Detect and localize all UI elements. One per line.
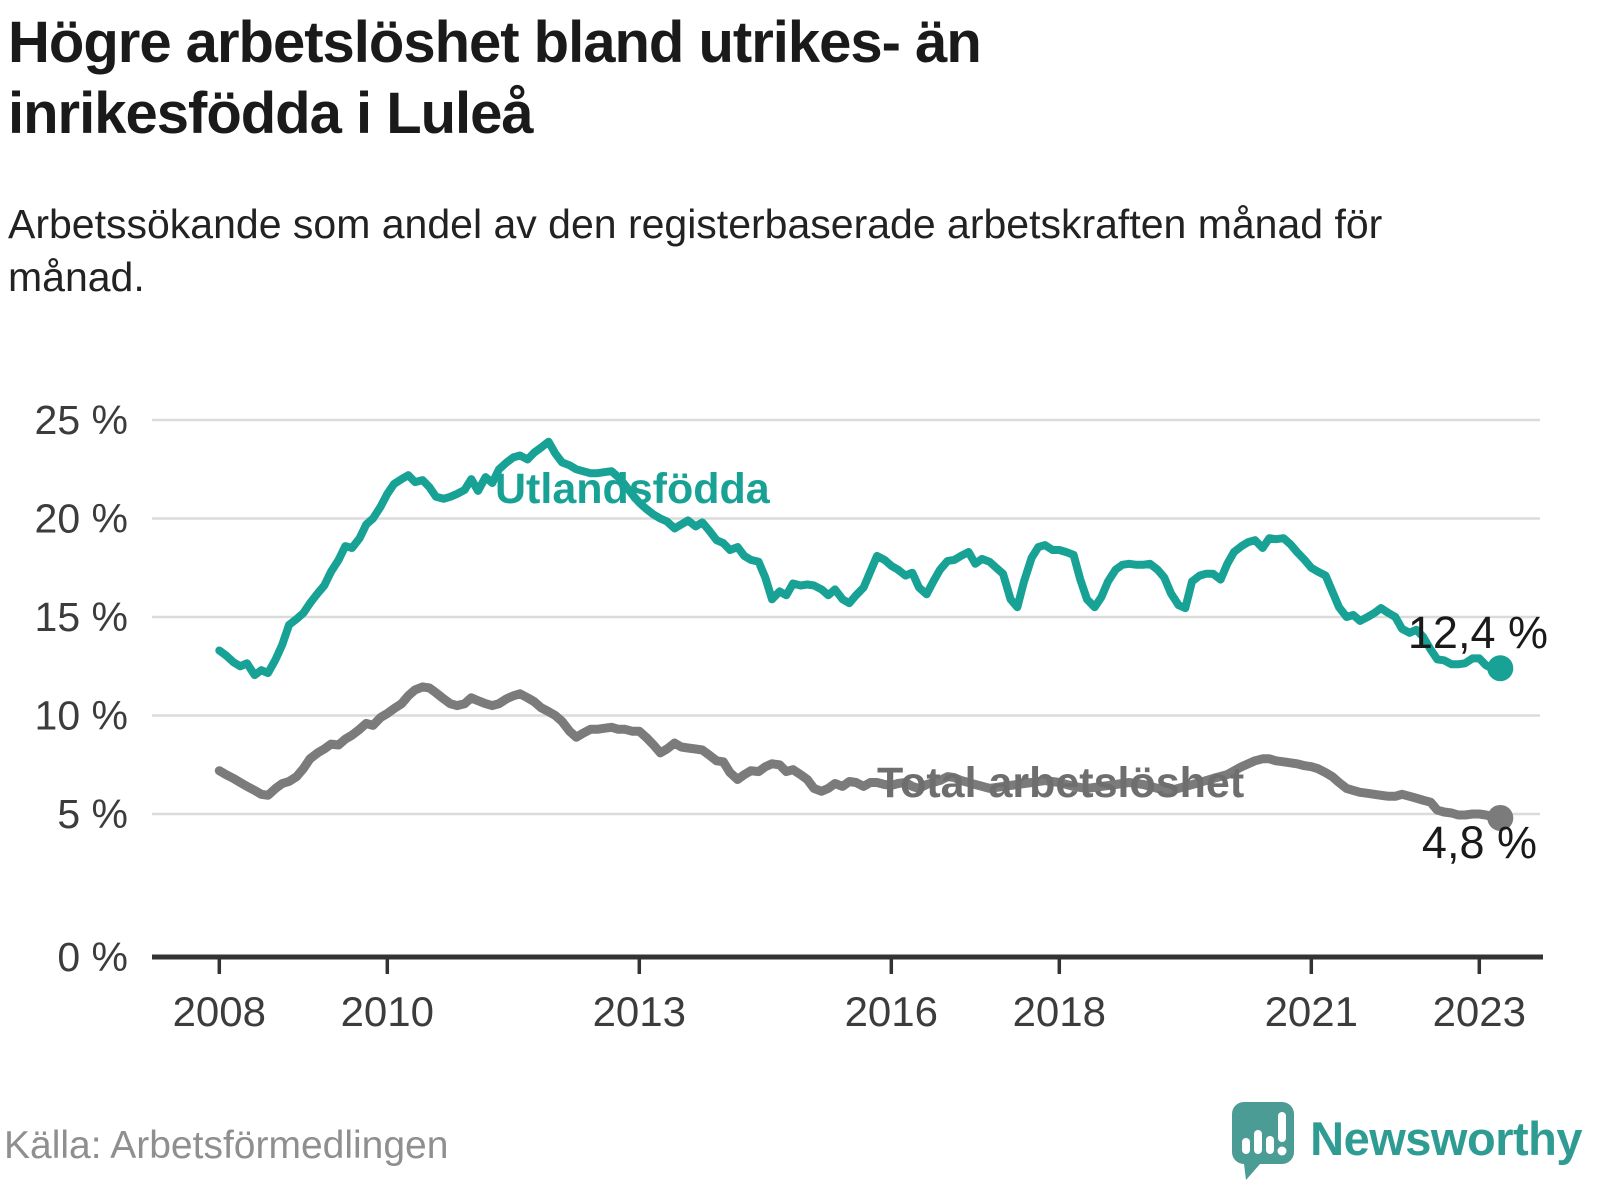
x-tick-label-2008: 2008 <box>173 988 266 1035</box>
x-tick-label-2021: 2021 <box>1265 988 1358 1035</box>
newsworthy-logo: Newsworthy <box>1230 1100 1582 1182</box>
line-chart: 2008 2010 2013 2016 2018 2021 2023 25 % 20 % 15 … <box>35 397 1548 1035</box>
series-line-total <box>214 682 1505 823</box>
end-value-label-utlandsfodda: 12,4 % <box>1408 607 1548 658</box>
series-label-total-arbetsloshet: Total arbetslöshet <box>877 759 1244 807</box>
y-axis-labels: 25 % 20 % 15 % 10 % 5 % 0 % <box>35 397 128 980</box>
newsworthy-bubble-icon <box>1232 1102 1295 1180</box>
series-label-utlandsfodda: Utlandsfödda <box>495 465 771 513</box>
x-axis-ticks: 2008 2010 2013 2016 2018 2021 2023 <box>173 957 1526 1035</box>
x-tick-label-2018: 2018 <box>1013 988 1106 1035</box>
y-tick-label-25: 25 % <box>35 397 128 443</box>
x-tick-label-2010: 2010 <box>341 988 434 1035</box>
y-tick-label-15: 15 % <box>35 594 128 640</box>
chart-subtitle: Arbetssökande som andel av den registerb… <box>8 201 1383 301</box>
y-tick-label-10: 10 % <box>35 693 128 739</box>
gridlines <box>152 418 1540 816</box>
end-value-label-total: 4,8 % <box>1422 817 1537 868</box>
x-tick-label-2023: 2023 <box>1433 988 1526 1035</box>
y-tick-label-5: 5 % <box>57 791 128 837</box>
x-tick-label-2016: 2016 <box>845 988 938 1035</box>
series-line-utlandsfodda <box>215 437 1505 680</box>
y-tick-label-20: 20 % <box>35 496 128 542</box>
series-end-dot-utlandsfodda <box>1487 655 1514 682</box>
y-tick-label-0: 0 % <box>57 934 128 980</box>
data-series <box>214 437 1514 831</box>
newsworthy-wordmark: Newsworthy <box>1310 1111 1582 1165</box>
x-tick-label-2013: 2013 <box>593 988 686 1035</box>
page-title: Högre arbetslöshet bland utrikes- än inr… <box>8 10 982 146</box>
series-end-dot-total <box>1487 804 1514 831</box>
source-note: Källa: Arbetsförmedlingen <box>4 1124 449 1167</box>
